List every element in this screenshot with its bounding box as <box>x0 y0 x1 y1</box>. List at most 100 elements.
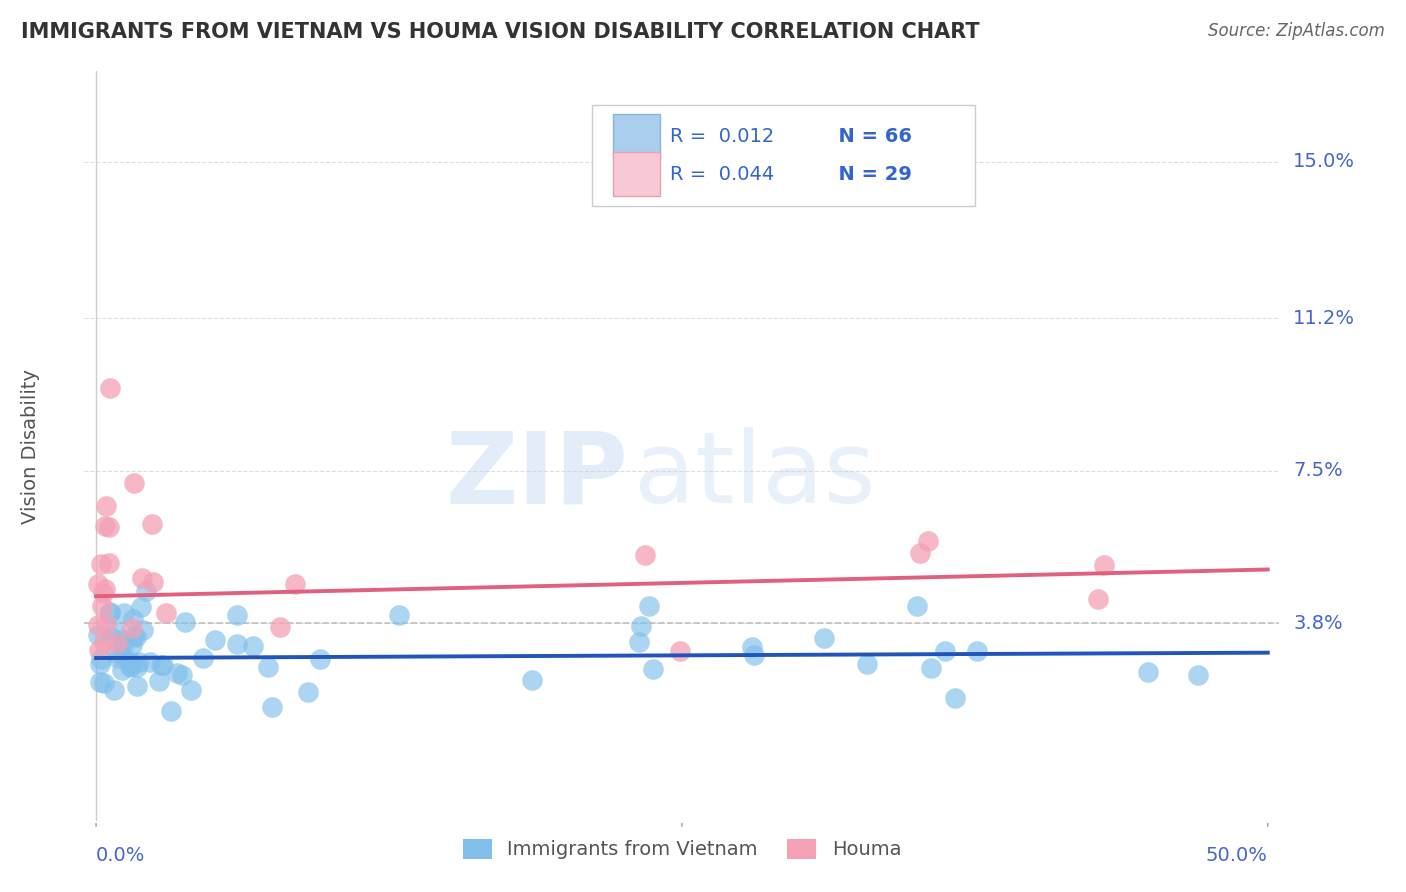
Point <box>89 657 111 672</box>
Text: Source: ZipAtlas.com: Source: ZipAtlas.com <box>1208 22 1385 40</box>
Point <box>124 630 146 644</box>
Text: 0.0%: 0.0% <box>96 846 145 864</box>
Point <box>269 620 291 634</box>
Text: R =  0.044: R = 0.044 <box>671 164 775 184</box>
Point <box>93 675 115 690</box>
Point <box>103 683 125 698</box>
Point <box>257 660 280 674</box>
Point <box>737 176 759 190</box>
Point <box>107 650 129 665</box>
FancyBboxPatch shape <box>592 105 974 206</box>
Point <box>135 583 157 598</box>
Point <box>122 630 145 644</box>
Point <box>225 607 247 622</box>
Point <box>139 655 162 669</box>
Point <box>100 630 122 644</box>
Point <box>668 644 690 658</box>
Point <box>225 637 247 651</box>
Text: atlas: atlas <box>634 427 876 524</box>
Point <box>148 673 170 688</box>
FancyBboxPatch shape <box>613 152 661 196</box>
Point <box>284 577 307 591</box>
Point <box>97 556 120 570</box>
Point <box>170 668 193 682</box>
Point <box>131 623 153 637</box>
Point <box>204 632 226 647</box>
Point <box>260 700 283 714</box>
Point <box>87 618 110 632</box>
Point <box>104 646 127 660</box>
Text: N = 66: N = 66 <box>825 127 912 146</box>
Point <box>104 624 127 638</box>
Point <box>121 621 143 635</box>
Point <box>242 640 264 654</box>
Point <box>125 660 148 674</box>
Point <box>166 665 188 680</box>
Point <box>112 638 135 652</box>
Point <box>813 631 835 645</box>
Text: 50.0%: 50.0% <box>1206 846 1268 864</box>
Point <box>308 652 330 666</box>
Point <box>741 640 763 655</box>
Text: 15.0%: 15.0% <box>1294 153 1355 171</box>
Text: 7.5%: 7.5% <box>1294 461 1343 480</box>
Point <box>920 661 942 675</box>
Point <box>1092 558 1115 573</box>
Point <box>110 663 132 677</box>
Point <box>910 546 932 560</box>
Point <box>122 611 145 625</box>
Point <box>141 574 163 589</box>
FancyBboxPatch shape <box>613 114 661 159</box>
Point <box>125 679 148 693</box>
Point <box>180 683 202 698</box>
Point <box>155 606 177 620</box>
Point <box>191 651 214 665</box>
Point <box>966 644 988 658</box>
Text: 11.2%: 11.2% <box>1294 309 1355 328</box>
Point <box>89 643 111 657</box>
Point <box>128 655 150 669</box>
Point <box>120 655 142 669</box>
Point <box>905 599 928 613</box>
Point <box>98 381 121 395</box>
Point <box>160 704 183 718</box>
Point <box>1187 667 1209 681</box>
Point <box>91 586 114 600</box>
Point <box>628 635 651 649</box>
Point <box>96 499 118 513</box>
Point <box>520 673 543 688</box>
Point <box>917 533 939 548</box>
Point <box>94 519 117 533</box>
Point <box>641 662 664 676</box>
Point <box>934 643 956 657</box>
Point <box>111 649 134 664</box>
Point <box>943 690 966 705</box>
Point <box>90 558 112 572</box>
Point <box>634 548 657 562</box>
Point <box>121 638 143 652</box>
Point <box>388 607 411 622</box>
Point <box>91 599 114 613</box>
Point <box>89 674 111 689</box>
Text: 3.8%: 3.8% <box>1294 614 1343 632</box>
Point <box>96 617 118 632</box>
Point <box>105 636 128 650</box>
Point <box>131 599 153 614</box>
Point <box>87 628 110 642</box>
Point <box>630 618 652 632</box>
Point <box>152 657 174 672</box>
Point <box>637 599 659 614</box>
Point <box>1087 591 1109 606</box>
Point <box>297 684 319 698</box>
Point <box>131 571 153 585</box>
Point <box>98 606 121 620</box>
Point <box>112 606 135 620</box>
Point <box>149 657 172 672</box>
Legend: Immigrants from Vietnam, Houma: Immigrants from Vietnam, Houma <box>454 831 910 867</box>
Text: Vision Disability: Vision Disability <box>21 368 41 524</box>
Text: R =  0.012: R = 0.012 <box>671 127 775 146</box>
Point <box>856 657 879 672</box>
Point <box>90 651 112 665</box>
Point <box>1136 665 1159 680</box>
Point <box>112 633 135 648</box>
